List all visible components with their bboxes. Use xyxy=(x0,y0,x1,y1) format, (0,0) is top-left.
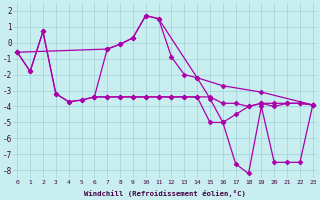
X-axis label: Windchill (Refroidissement éolien,°C): Windchill (Refroidissement éolien,°C) xyxy=(84,190,246,197)
